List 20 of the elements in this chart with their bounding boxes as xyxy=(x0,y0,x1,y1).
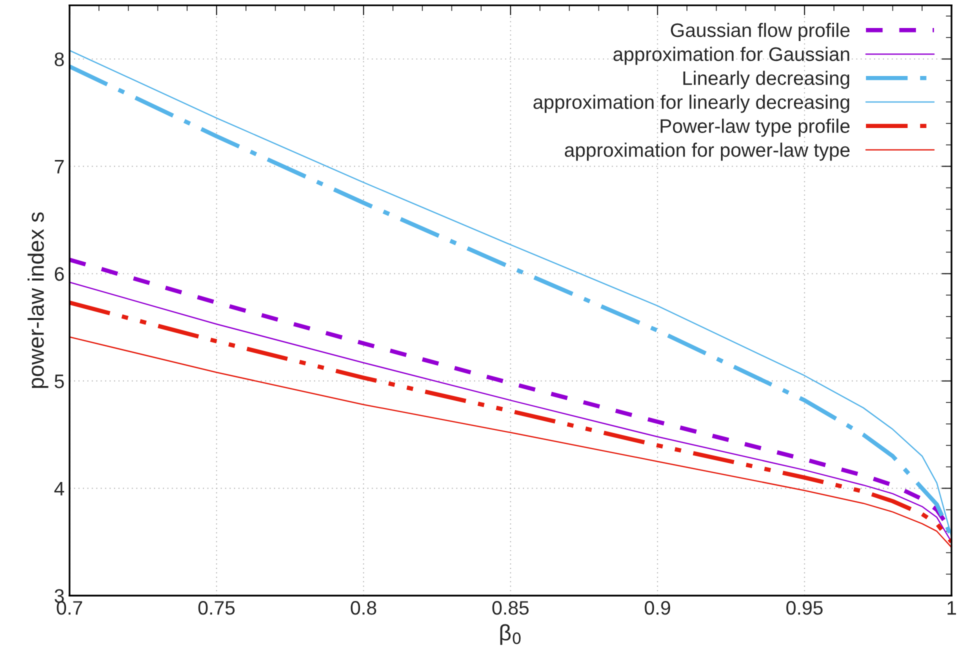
legend-label: approximation for linearly decreasing xyxy=(533,94,850,113)
x-tick-label: 0.75 xyxy=(198,601,235,615)
y-axis-title: power-law index s xyxy=(28,212,48,388)
legend-label: Power-law type profile xyxy=(660,118,850,137)
y-tick-label: 5 xyxy=(54,374,64,388)
legend-label: approximation for Gaussian xyxy=(613,46,850,65)
x-tick-label: 0.7 xyxy=(56,601,82,615)
x-tick-label: 0.85 xyxy=(492,601,529,615)
y-tick-label: 4 xyxy=(54,482,64,496)
legend-label: approximation for power-law type xyxy=(564,142,850,161)
x-axis-title: β$_{0}$ xyxy=(500,624,521,645)
legend-label: Linearly decreasing xyxy=(683,70,850,89)
legend-label: Gaussian flow profile xyxy=(670,22,850,41)
x-tick-label: 0.95 xyxy=(786,601,823,615)
x-tick-label: 0.9 xyxy=(644,601,670,615)
y-tick-label: 8 xyxy=(54,52,64,66)
y-tick-label: 6 xyxy=(54,267,64,281)
y-tick-label: 7 xyxy=(54,160,64,174)
x-tick-label: 1 xyxy=(948,601,956,615)
x-tick-label: 0.8 xyxy=(350,601,376,615)
